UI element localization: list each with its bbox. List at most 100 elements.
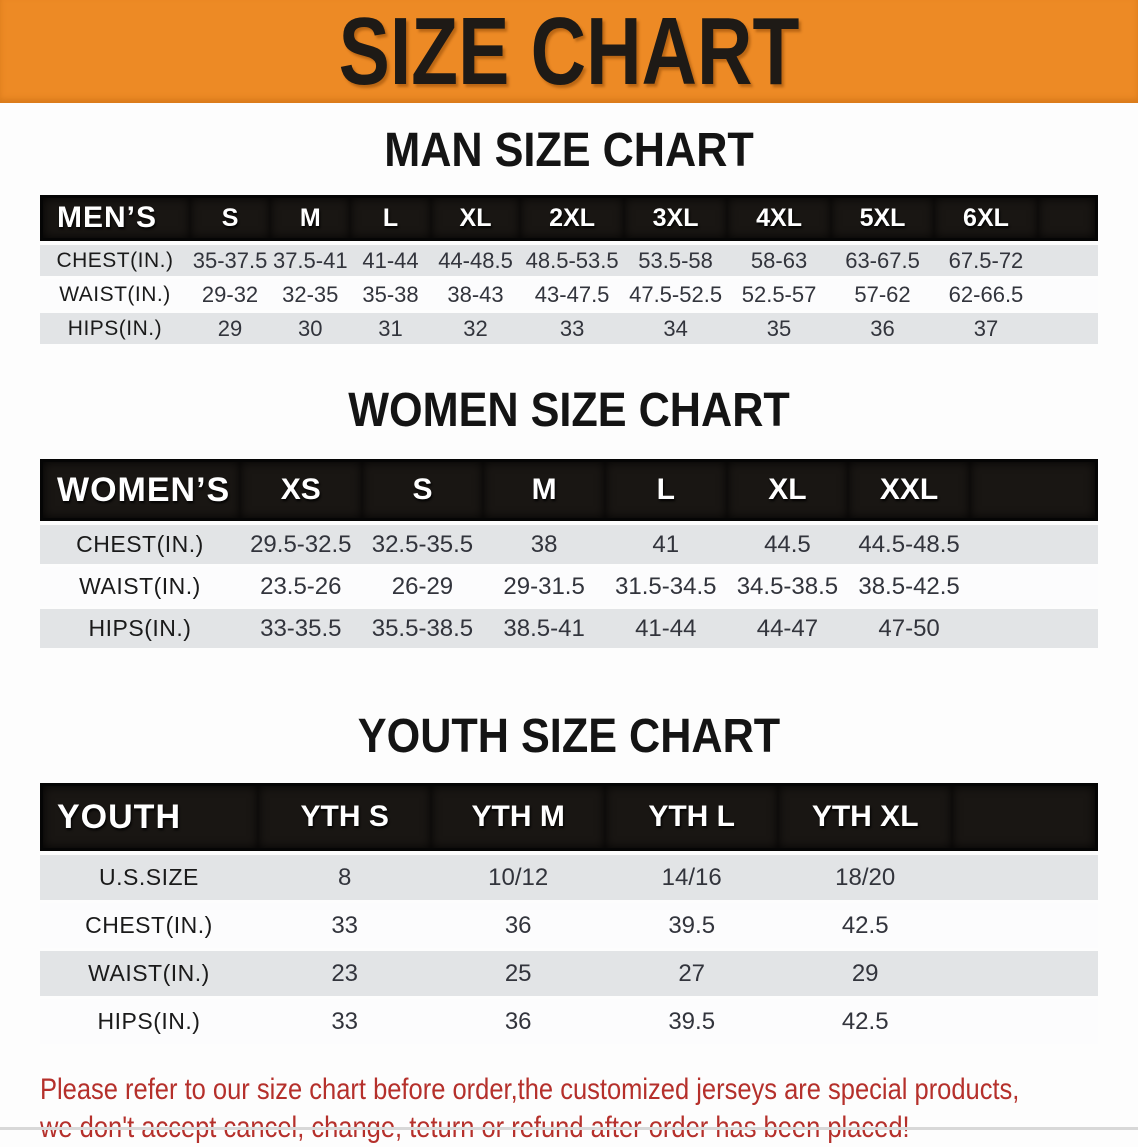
size-column-header: 5XL <box>830 195 935 241</box>
measurement-value-cell: 31.5-34.5 <box>604 567 727 609</box>
youth-section: YOUTH SIZE CHART YOUTH YTH S YTH M YTH L YTH… <box>0 711 1138 1047</box>
size-table-header-row: WOMEN’S XS S M L XL XXL <box>40 459 1098 521</box>
measurement-value-cell: 38 <box>483 521 605 567</box>
table-title-cell: WOMEN’S <box>40 459 240 521</box>
size-column-header: YTH M <box>431 783 605 851</box>
banner: SIZE CHART <box>0 0 1138 103</box>
measurement-value-cell: 42.5 <box>778 999 952 1047</box>
row-spacer-cell <box>951 851 1098 903</box>
row-spacer-cell <box>1037 313 1098 347</box>
measurement-row: HIPS(IN.) 33-35.5 35.5-38.5 38.5-41 41-44 44-… <box>40 609 1098 651</box>
size-table-header-row: YOUTH YTH S YTH M YTH L YTH XL <box>40 783 1098 851</box>
measurement-row: CHEST(IN.) 35-37.5 37.5-41 41-44 44-48.5 48.5… <box>40 241 1098 279</box>
table-title-cell: MEN’S <box>40 195 190 241</box>
measurement-value-cell: 41-44 <box>604 609 727 651</box>
measurement-value-cell: 39.5 <box>604 999 779 1047</box>
size-column-header: S <box>189 195 271 241</box>
row-spacer-cell <box>951 999 1098 1047</box>
measurement-value-cell: 33 <box>520 313 624 347</box>
bottom-edge-line <box>0 1127 1138 1130</box>
measurement-row: U.S.SIZE 8 10/12 14/16 18/20 <box>40 851 1098 903</box>
measurement-value-cell: 23 <box>257 951 432 999</box>
row-spacer-cell <box>1037 241 1098 279</box>
row-label-cell: HIPS(IN.) <box>40 313 190 347</box>
measurement-value-cell: 47-50 <box>848 609 970 651</box>
row-spacer-cell <box>969 567 1098 609</box>
measurement-value-cell: 33 <box>257 903 432 951</box>
measurement-value-cell: 52.5-57 <box>727 279 831 313</box>
men-section: MAN SIZE CHART MEN’S S M L XL 2XL 3XL 4XL 5XL 6XL… <box>0 125 1138 347</box>
measurement-value-cell: 58-63 <box>727 241 831 279</box>
measurement-value-cell: 42.5 <box>778 903 952 951</box>
size-column-header: M <box>270 195 351 241</box>
size-column-header: 6XL <box>934 195 1038 241</box>
measurement-row: HIPS(IN.) 29 30 31 32 33 34 35 36 37 <box>40 313 1098 347</box>
size-column-header: 3XL <box>623 195 728 241</box>
size-column-header: YTH L <box>604 783 779 851</box>
measurement-value-cell: 39.5 <box>604 903 779 951</box>
measurement-value-cell: 34 <box>623 313 728 347</box>
women-size-table: WOMEN’S XS S M L XL XXL CHEST(IN.) 29.5-32.5 32.5… <box>40 459 1098 651</box>
measurement-value-cell: 35-37.5 <box>189 241 271 279</box>
measurement-value-cell: 30 <box>270 313 351 347</box>
measurement-value-cell: 23.5-26 <box>239 567 362 609</box>
size-column-header: L <box>350 195 431 241</box>
measurement-value-cell: 38.5-41 <box>483 609 605 651</box>
row-label-cell: HIPS(IN.) <box>40 999 258 1047</box>
measurement-value-cell: 35.5-38.5 <box>361 609 484 651</box>
measurement-row: CHEST(IN.) 33 36 39.5 42.5 <box>40 903 1098 951</box>
measurement-value-cell: 33 <box>257 999 432 1047</box>
measurement-value-cell: 38.5-42.5 <box>848 567 970 609</box>
youth-section-heading: YOUTH SIZE CHART <box>357 710 781 763</box>
measurement-value-cell: 43-47.5 <box>520 279 624 313</box>
measurement-value-cell: 57-62 <box>830 279 935 313</box>
measurement-value-cell: 36 <box>431 999 605 1047</box>
measurement-value-cell: 26-29 <box>361 567 484 609</box>
measurement-value-cell: 63-67.5 <box>830 241 935 279</box>
measurement-value-cell: 44-47 <box>726 609 849 651</box>
measurement-value-cell: 25 <box>431 951 605 999</box>
measurement-value-cell: 29.5-32.5 <box>239 521 362 567</box>
measurement-value-cell: 67.5-72 <box>934 241 1038 279</box>
youth-size-table: YOUTH YTH S YTH M YTH L YTH XL U.S.SIZE 8 10/12… <box>40 783 1098 1047</box>
row-label-cell: HIPS(IN.) <box>40 609 240 651</box>
measurement-value-cell: 44.5 <box>726 521 849 567</box>
measurement-value-cell: 41 <box>604 521 727 567</box>
measurement-value-cell: 29 <box>778 951 952 999</box>
measurement-value-cell: 31 <box>350 313 431 347</box>
size-column-header: YTH XL <box>778 783 952 851</box>
row-label-cell: WAIST(IN.) <box>40 951 258 999</box>
disclaimer-line-1: Please refer to our size chart before or… <box>40 1073 1020 1106</box>
row-spacer-cell <box>1037 279 1098 313</box>
row-spacer-cell <box>969 609 1098 651</box>
size-column-header: XL <box>430 195 521 241</box>
measurement-row: WAIST(IN.) 29-32 32-35 35-38 38-43 43-47.5 47.… <box>40 279 1098 313</box>
measurement-value-cell: 32.5-35.5 <box>361 521 484 567</box>
women-section-heading: WOMEN SIZE CHART <box>348 384 790 437</box>
size-column-header: M <box>483 459 605 521</box>
header-spacer-cell <box>969 459 1098 521</box>
row-spacer-cell <box>951 903 1098 951</box>
row-spacer-cell <box>951 951 1098 999</box>
size-column-header: 4XL <box>727 195 831 241</box>
measurement-value-cell: 33-35.5 <box>239 609 362 651</box>
table-title-cell: YOUTH <box>40 783 258 851</box>
measurement-value-cell: 44-48.5 <box>430 241 521 279</box>
measurement-value-cell: 29-31.5 <box>483 567 605 609</box>
measurement-value-cell: 44.5-48.5 <box>848 521 970 567</box>
measurement-value-cell: 48.5-53.5 <box>520 241 624 279</box>
measurement-value-cell: 53.5-58 <box>623 241 728 279</box>
size-table-header-row: MEN’S S M L XL 2XL 3XL 4XL 5XL 6XL <box>40 195 1098 241</box>
row-label-cell: WAIST(IN.) <box>40 567 240 609</box>
size-column-header: YTH S <box>257 783 432 851</box>
measurement-value-cell: 29-32 <box>189 279 271 313</box>
header-spacer-cell <box>951 783 1098 851</box>
measurement-row: HIPS(IN.) 33 36 39.5 42.5 <box>40 999 1098 1047</box>
measurement-row: WAIST(IN.) 23 25 27 29 <box>40 951 1098 999</box>
measurement-value-cell: 34.5-38.5 <box>726 567 849 609</box>
size-column-header: L <box>604 459 727 521</box>
size-column-header: S <box>361 459 484 521</box>
measurement-value-cell: 18/20 <box>778 851 952 903</box>
row-label-cell: CHEST(IN.) <box>40 241 190 279</box>
header-spacer-cell <box>1037 195 1098 241</box>
